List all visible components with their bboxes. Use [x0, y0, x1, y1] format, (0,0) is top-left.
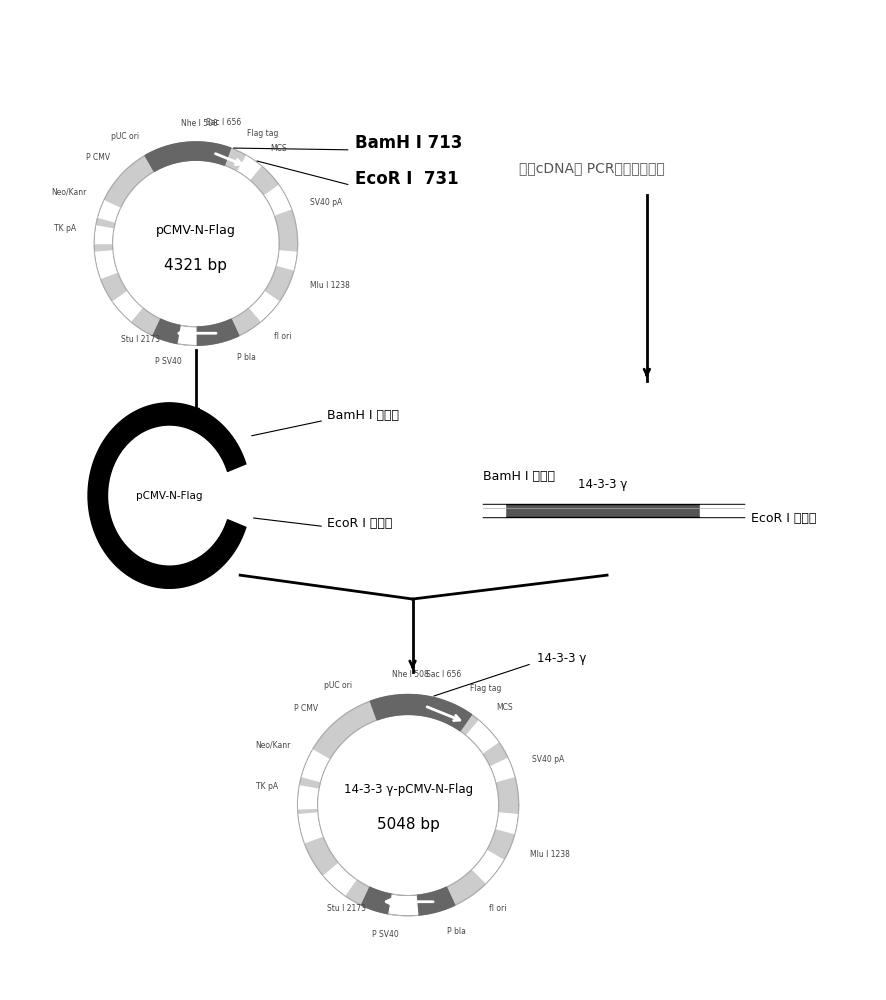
Text: pUC ori: pUC ori: [324, 681, 352, 690]
Text: 合成cDNA， PCR扩增目的基因: 合成cDNA， PCR扩增目的基因: [518, 161, 664, 175]
Polygon shape: [298, 695, 518, 916]
Polygon shape: [249, 291, 279, 321]
Text: 14-3-3 γ: 14-3-3 γ: [537, 652, 586, 665]
Polygon shape: [323, 863, 356, 896]
Polygon shape: [94, 142, 298, 345]
Polygon shape: [495, 813, 517, 834]
Text: Flag tag: Flag tag: [470, 684, 501, 693]
Polygon shape: [276, 251, 297, 270]
Text: pUC ori: pUC ori: [111, 132, 139, 141]
Text: pCMV-N-Flag: pCMV-N-Flag: [136, 491, 202, 501]
Text: TK pA: TK pA: [53, 224, 75, 233]
Polygon shape: [298, 786, 318, 809]
Polygon shape: [264, 185, 291, 215]
Text: SV40 pA: SV40 pA: [309, 198, 342, 207]
Text: EcoR I 内切酶: EcoR I 内切酶: [750, 512, 816, 525]
Polygon shape: [113, 291, 142, 321]
Text: Stu I 2173: Stu I 2173: [121, 335, 160, 344]
Text: fl ori: fl ori: [489, 904, 506, 913]
Text: BamH I 713: BamH I 713: [354, 134, 462, 152]
Polygon shape: [370, 695, 471, 731]
Polygon shape: [301, 750, 330, 782]
Text: P bla: P bla: [447, 927, 465, 936]
Text: Mlu I 1238: Mlu I 1238: [309, 281, 349, 290]
Polygon shape: [145, 142, 230, 171]
Text: P CMV: P CMV: [86, 153, 110, 162]
Text: MCS: MCS: [496, 703, 512, 712]
Text: EcoR I 内切酶: EcoR I 内切酶: [326, 517, 392, 530]
Text: Sac I 656: Sac I 656: [426, 670, 462, 679]
Text: P CMV: P CMV: [294, 704, 318, 713]
Polygon shape: [471, 850, 503, 883]
Polygon shape: [490, 758, 514, 782]
Text: Nhe I 508: Nhe I 508: [392, 670, 428, 679]
Polygon shape: [97, 201, 120, 222]
Text: MCS: MCS: [270, 144, 287, 153]
Text: 14-3-3 γ-pCMV-N-Flag: 14-3-3 γ-pCMV-N-Flag: [343, 783, 472, 796]
Text: fl ori: fl ori: [274, 332, 291, 341]
Text: P SV40: P SV40: [155, 357, 182, 366]
Text: BamH I 内切酶: BamH I 内切酶: [326, 409, 399, 422]
Text: Stu I 2173: Stu I 2173: [327, 904, 366, 913]
Text: TK pA: TK pA: [255, 782, 277, 791]
Text: pCMV-N-Flag: pCMV-N-Flag: [156, 224, 236, 237]
Text: SV40 pA: SV40 pA: [532, 755, 563, 764]
Text: P SV40: P SV40: [371, 930, 398, 939]
Polygon shape: [298, 813, 323, 843]
Polygon shape: [178, 326, 196, 345]
Polygon shape: [466, 720, 498, 753]
Polygon shape: [95, 251, 118, 278]
Polygon shape: [237, 156, 261, 180]
Text: 5048 bp: 5048 bp: [377, 817, 439, 832]
Text: Neo/Kanr: Neo/Kanr: [51, 188, 86, 197]
Text: BamH I 内切酶: BamH I 内切酶: [483, 470, 555, 483]
Text: Flag tag: Flag tag: [247, 129, 278, 138]
Text: P bla: P bla: [237, 353, 256, 362]
Text: Neo/Kanr: Neo/Kanr: [255, 741, 291, 750]
Polygon shape: [361, 887, 455, 916]
Text: Nhe I 508: Nhe I 508: [181, 119, 218, 128]
Circle shape: [113, 439, 226, 552]
Polygon shape: [388, 894, 417, 916]
Text: 4321 bp: 4321 bp: [164, 258, 227, 273]
Text: 14-3-3 γ: 14-3-3 γ: [578, 478, 626, 491]
Polygon shape: [152, 319, 238, 345]
Polygon shape: [94, 226, 113, 244]
Text: Mlu I 1238: Mlu I 1238: [530, 850, 570, 859]
Text: EcoR I  731: EcoR I 731: [354, 170, 458, 188]
Polygon shape: [88, 403, 245, 588]
Text: Sac I 656: Sac I 656: [206, 118, 242, 127]
